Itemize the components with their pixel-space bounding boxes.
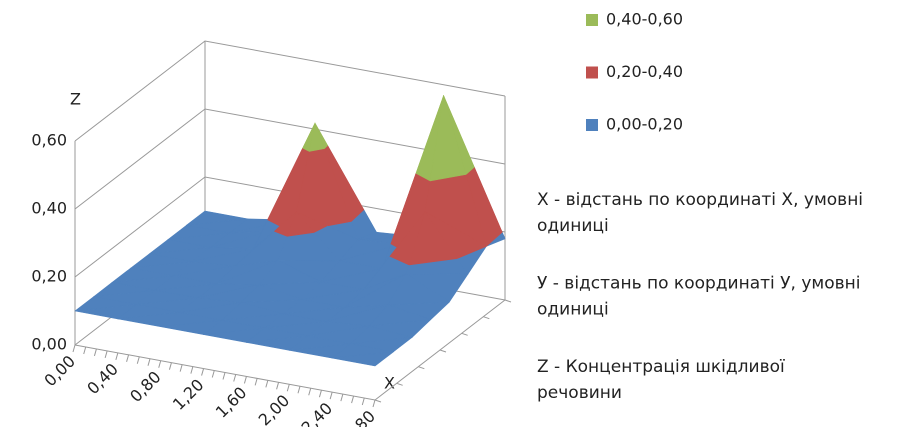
note-text: речовини bbox=[537, 383, 622, 403]
note-text: Z - Концентрація шкідливої bbox=[537, 357, 785, 377]
minor-tick bbox=[351, 395, 355, 404]
x-tick-label: 1,20 bbox=[169, 375, 208, 414]
z-tick-label: 0,20 bbox=[31, 267, 67, 286]
depth-tick bbox=[418, 366, 425, 370]
minor-tick bbox=[254, 378, 258, 386]
minor-tick bbox=[136, 356, 140, 364]
surface-cell bbox=[331, 351, 394, 367]
minor-tick bbox=[297, 386, 301, 394]
z-axis-label: Z bbox=[70, 90, 81, 109]
minor-tick bbox=[276, 382, 280, 390]
minor-tick bbox=[83, 346, 87, 355]
minor-tick bbox=[361, 397, 365, 406]
legend-label: 0,00-0,20 bbox=[606, 115, 683, 134]
minor-tick bbox=[286, 384, 290, 392]
minor-tick bbox=[93, 348, 97, 357]
minor-tick bbox=[179, 364, 183, 372]
depth-tick bbox=[483, 316, 490, 320]
legend-label: 0,20-0,40 bbox=[606, 62, 683, 81]
minor-tick bbox=[115, 352, 119, 360]
note-text: одиниці bbox=[537, 300, 609, 320]
z-tick-label: 0,60 bbox=[31, 131, 67, 150]
surface-cell bbox=[296, 122, 359, 240]
surface-cell bbox=[253, 122, 316, 249]
x-tick-label: 0,40 bbox=[83, 359, 122, 398]
x-tick-label: 2,00 bbox=[255, 391, 294, 427]
minor-tick bbox=[308, 388, 312, 396]
surface-band bbox=[286, 211, 315, 237]
note-text: одиниці bbox=[537, 216, 609, 236]
minor-tick bbox=[243, 376, 247, 384]
depth-tick bbox=[439, 349, 447, 353]
depth-tick bbox=[396, 382, 403, 386]
minor-tick bbox=[265, 380, 269, 388]
x-tick-label: 2,80 bbox=[340, 407, 379, 427]
x-tick-label: 0,00 bbox=[40, 352, 79, 391]
note-text: X - відстань по координаті X, умовні bbox=[537, 190, 863, 210]
legend-label: 0,40-0,60 bbox=[606, 10, 683, 29]
x-tick-label: 2,40 bbox=[298, 399, 337, 427]
surface-band bbox=[308, 122, 325, 152]
x-axis-label: X bbox=[384, 374, 395, 393]
minor-tick bbox=[233, 374, 237, 382]
legend-swatch bbox=[586, 14, 598, 26]
surface-band bbox=[429, 95, 467, 182]
minor-tick bbox=[329, 392, 333, 400]
depth-tick bbox=[504, 299, 512, 303]
minor-tick bbox=[72, 344, 76, 353]
z-tick-label: 0,40 bbox=[31, 199, 67, 218]
x-tick-label: 1,60 bbox=[212, 383, 251, 422]
surface-cell bbox=[424, 95, 487, 247]
minor-tick bbox=[168, 362, 172, 370]
x-tick-label: 0,80 bbox=[126, 367, 165, 406]
note-text: У - відстань по координаті У, умовні bbox=[537, 274, 860, 294]
minor-tick bbox=[201, 368, 205, 376]
surface-band bbox=[408, 211, 458, 266]
minor-tick bbox=[104, 350, 108, 359]
minor-tick bbox=[147, 358, 151, 366]
minor-tick bbox=[318, 390, 322, 398]
minor-tick bbox=[126, 354, 130, 362]
minor-tick bbox=[158, 360, 162, 368]
minor-tick bbox=[190, 366, 194, 374]
legend-swatch bbox=[586, 66, 598, 79]
depth-tick bbox=[374, 399, 382, 403]
surface-band bbox=[331, 351, 394, 367]
minor-tick bbox=[211, 370, 215, 378]
minor-tick bbox=[340, 393, 344, 402]
legend-swatch bbox=[586, 119, 598, 131]
minor-tick bbox=[222, 372, 226, 380]
depth-tick bbox=[461, 332, 468, 336]
minor-tick bbox=[372, 399, 376, 408]
surface-cell bbox=[406, 211, 469, 275]
z-tick-label: 0,00 bbox=[31, 335, 67, 354]
